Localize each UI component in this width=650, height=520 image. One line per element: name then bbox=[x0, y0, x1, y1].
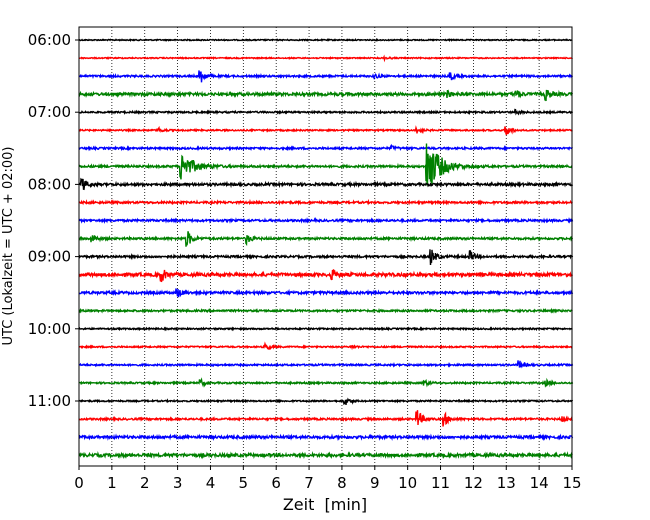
seismogram-trace bbox=[78, 143, 573, 187]
x-tick-label: 10 bbox=[398, 474, 417, 492]
seismogram-trace bbox=[78, 360, 574, 369]
y-tick-label: 06:00 bbox=[28, 31, 71, 49]
seismogram-trace bbox=[78, 54, 573, 63]
seismogram-trace bbox=[78, 307, 573, 314]
seismogram-trace bbox=[78, 37, 573, 43]
y-tick-label: 10:00 bbox=[28, 320, 71, 338]
y-axis-ticks: 06:00 07:00 08:00 09:00 10:00 11:00 bbox=[28, 31, 79, 410]
seismogram-trace bbox=[78, 143, 573, 152]
seismogram-trace bbox=[78, 89, 574, 102]
seismogram-trace bbox=[78, 269, 574, 283]
x-tick-label: 9 bbox=[370, 474, 380, 492]
x-tick-label: 5 bbox=[239, 474, 249, 492]
y-axis-label: UTC (Lokalzeit = UTC + 02:00) bbox=[1, 147, 16, 346]
x-axis-ticks: 0 1 2 3 4 5 6 7 8 9 10 11 12 13 14 15 bbox=[74, 466, 582, 492]
x-tick-label: 12 bbox=[464, 474, 483, 492]
x-tick-label: 14 bbox=[530, 474, 549, 492]
seismogram-trace bbox=[78, 198, 573, 206]
y-tick-label: 08:00 bbox=[28, 175, 71, 193]
seismogram-trace bbox=[78, 70, 574, 83]
seismogram-traces bbox=[78, 37, 574, 460]
x-tick-label: 1 bbox=[107, 474, 117, 492]
y-tick-label: 09:00 bbox=[28, 248, 71, 266]
grid-lines bbox=[111, 27, 540, 466]
x-tick-label: 13 bbox=[497, 474, 516, 492]
x-tick-label: 0 bbox=[74, 474, 84, 492]
seismogram-trace bbox=[78, 125, 573, 136]
seismogram-trace bbox=[78, 231, 574, 247]
seismogram-trace bbox=[78, 450, 573, 460]
x-tick-label: 7 bbox=[304, 474, 314, 492]
seismogram-trace bbox=[78, 377, 574, 388]
seismogram-trace bbox=[78, 249, 574, 266]
seismogram-trace bbox=[78, 326, 573, 332]
y-tick-label: 07:00 bbox=[28, 103, 71, 121]
seismogram-trace bbox=[78, 433, 574, 442]
x-tick-label: 8 bbox=[337, 474, 347, 492]
x-tick-label: 2 bbox=[140, 474, 150, 492]
x-tick-label: 15 bbox=[562, 474, 581, 492]
seismogram-trace bbox=[78, 216, 574, 225]
x-tick-label: 11 bbox=[431, 474, 450, 492]
x-tick-label: 6 bbox=[271, 474, 281, 492]
seismogram-trace bbox=[78, 397, 574, 406]
seismogram-trace bbox=[78, 288, 574, 298]
x-tick-label: 4 bbox=[206, 474, 216, 492]
seismogram-trace bbox=[78, 341, 573, 351]
x-tick-label: 3 bbox=[173, 474, 183, 492]
seismogram-trace bbox=[78, 108, 574, 116]
x-axis-label: Zeit [min] bbox=[283, 495, 367, 514]
y-tick-label: 11:00 bbox=[28, 392, 71, 410]
seismogram-trace bbox=[78, 177, 574, 191]
seismogram-trace bbox=[78, 410, 573, 427]
plot-frame bbox=[78, 26, 573, 467]
